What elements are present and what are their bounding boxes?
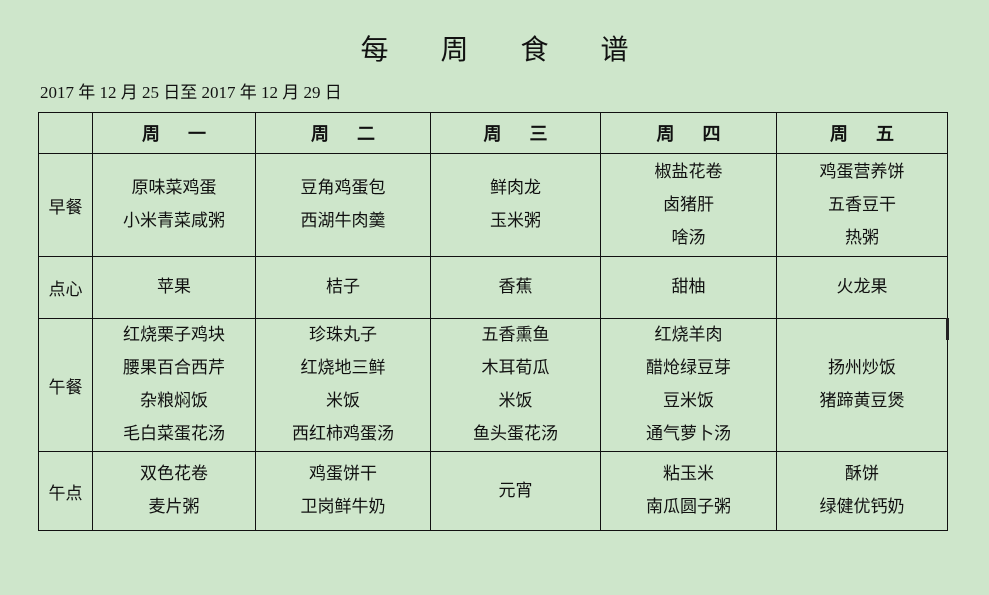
meal-row: 午点 双色花卷 麦片粥 鸡蛋饼干 卫岗鲜牛奶 元宵 粘玉米 南瓜圆子粥 酥饼 绿健优钙奶 bbox=[38, 451, 948, 531]
dish: 五香豆干 bbox=[828, 194, 896, 215]
menu-cell: 鸡蛋营养饼五香豆干热粥 bbox=[776, 153, 948, 257]
meal-row: 午餐 红烧栗子鸡块 腰果百合西芹 杂粮焖饭 毛白菜蛋花汤 珍珠丸子 红烧地三鲜 米饭 西红柿鸡蛋… bbox=[38, 318, 948, 452]
dish: 火龙果 bbox=[836, 277, 888, 297]
day-header-part: 二 bbox=[357, 124, 375, 145]
day-header: 周四 bbox=[600, 112, 777, 154]
day-header-part: 三 bbox=[529, 124, 548, 145]
menu-cell: 椒盐花卷 卤猪肝 啥汤 bbox=[600, 153, 777, 257]
day-header-part: 五 bbox=[876, 124, 894, 145]
title-char: 周 bbox=[440, 33, 469, 66]
title-char: 谱 bbox=[600, 33, 629, 66]
dish: 红烧地三鲜 bbox=[300, 358, 386, 378]
meal-label: 点心 bbox=[38, 256, 93, 319]
day-header: 周一 bbox=[92, 112, 256, 154]
dish: 珍珠丸子 bbox=[309, 325, 377, 345]
meal-row: 早餐 原味菜鸡蛋 小米青菜咸粥 豆角鸡蛋包 西湖牛肉羹 鲜肉龙 玉米粥 椒盐花卷 卤猪肝 啥汤 鸡蛋… bbox=[38, 153, 948, 257]
dish: 五香熏鱼 bbox=[481, 325, 550, 345]
menu-cell: 珍珠丸子红烧地三鲜米饭西红柿鸡蛋汤 bbox=[255, 318, 431, 452]
meal-label: 早餐 bbox=[38, 153, 93, 257]
dish: 猪蹄黄豆煲 bbox=[819, 391, 905, 411]
menu-cell: 豆角鸡蛋包西湖牛肉羹 bbox=[255, 153, 431, 257]
menu-table: 周一周二周三周四周五 早餐 原味菜鸡蛋 小米青菜咸粥 豆角鸡蛋包 西湖牛肉羹 鲜肉龙 玉米粥… bbox=[38, 112, 948, 531]
menu-cell: 酥饼 绿健优钙奶 bbox=[776, 451, 948, 531]
day-header-part: 周 bbox=[142, 124, 160, 145]
header-row: 周一周二周三周四周五 bbox=[38, 112, 948, 154]
menu-cell: 苹果 bbox=[92, 256, 256, 319]
dish: 米饭 bbox=[498, 391, 533, 411]
menu-cell: 双色花卷 麦片粥 bbox=[92, 451, 256, 531]
dish: 杂粮焖饭 bbox=[140, 391, 208, 411]
dish: 鸡蛋饼干 bbox=[309, 464, 377, 484]
dish: 腰果百合西芹 bbox=[123, 358, 225, 378]
page-title: 每周食谱 bbox=[0, 28, 989, 68]
dish: 鸡蛋营养饼 bbox=[819, 161, 905, 182]
dish: 西红柿鸡蛋汤 bbox=[292, 424, 394, 444]
dish: 豆角鸡蛋包 bbox=[300, 178, 386, 198]
corner-cell bbox=[38, 112, 93, 154]
menu-cell: 粘玉米 南瓜圆子粥 bbox=[600, 451, 777, 531]
dish: 热粥 bbox=[845, 227, 879, 248]
dish: 卤猪肝 bbox=[663, 194, 714, 215]
menu-cell: 鲜肉龙 玉米粥 bbox=[430, 153, 601, 257]
dish: 桔子 bbox=[326, 277, 360, 297]
dish: 麦片粥 bbox=[148, 497, 200, 517]
dish: 鲜肉龙 bbox=[490, 178, 541, 198]
dish: 卫岗鲜牛奶 bbox=[300, 497, 386, 517]
meal-row: 点心 苹果 桔子 香蕉 甜柚 火龙果 bbox=[38, 256, 948, 319]
day-header-part: 周 bbox=[830, 124, 848, 145]
menu-cell: 扬州炒饭 猪蹄黄豆煲 bbox=[776, 318, 948, 452]
title-char: 每 bbox=[360, 33, 389, 66]
dish: 醋炝绿豆芽 bbox=[646, 358, 731, 378]
day-header-part: 周 bbox=[311, 124, 329, 145]
dish: 通气萝卜汤 bbox=[646, 424, 731, 444]
menu-cell: 红烧栗子鸡块 腰果百合西芹 杂粮焖饭毛白菜蛋花汤 bbox=[92, 318, 256, 452]
dish: 绿健优钙奶 bbox=[819, 497, 905, 517]
dish: 甜柚 bbox=[671, 277, 706, 297]
day-header-part: 周 bbox=[656, 124, 675, 145]
dish: 酥饼 bbox=[845, 464, 879, 484]
menu-cell: 香蕉 bbox=[430, 256, 601, 319]
meal-label: 午餐 bbox=[38, 318, 93, 452]
dish: 苹果 bbox=[157, 277, 191, 297]
dish: 南瓜圆子粥 bbox=[646, 497, 731, 517]
dish: 红烧羊肉 bbox=[654, 325, 723, 345]
date-range: 2017 年 12 月 25 日至 2017 年 12 月 29 日 bbox=[40, 83, 342, 102]
menu-cell: 原味菜鸡蛋小米青菜咸粥 bbox=[92, 153, 256, 257]
dish: 元宵 bbox=[498, 480, 533, 501]
dish: 香蕉 bbox=[498, 277, 533, 297]
dish: 扬州炒饭 bbox=[828, 358, 896, 378]
day-header-part: 周 bbox=[483, 124, 502, 145]
dish: 豆米饭 bbox=[663, 391, 714, 411]
dish: 玉米粥 bbox=[490, 211, 541, 231]
menu-cell: 红烧羊肉醋炝绿豆芽豆米饭通气萝卜汤 bbox=[600, 318, 777, 452]
dish: 椒盐花卷 bbox=[654, 161, 723, 182]
menu-cell: 甜柚 bbox=[600, 256, 777, 319]
menu-cell: 鸡蛋饼干 卫岗鲜牛奶 bbox=[255, 451, 431, 531]
day-header-part: 四 bbox=[702, 124, 721, 145]
dish: 米饭 bbox=[326, 391, 360, 411]
dish: 粘玉米 bbox=[663, 464, 714, 484]
dish: 原味菜鸡蛋 bbox=[131, 178, 217, 198]
dish: 啥汤 bbox=[671, 227, 706, 248]
title-char: 食 bbox=[520, 33, 549, 66]
menu-cell: 元宵 bbox=[430, 451, 601, 531]
menu-cell: 桔子 bbox=[255, 256, 431, 319]
menu-cell: 五香熏鱼木耳荀瓜米饭鱼头蛋花汤 bbox=[430, 318, 601, 452]
dish: 双色花卷 bbox=[140, 464, 208, 484]
text-cursor bbox=[946, 318, 949, 340]
dish: 木耳荀瓜 bbox=[481, 358, 550, 378]
dish: 鱼头蛋花汤 bbox=[473, 424, 558, 444]
meal-label: 午点 bbox=[38, 451, 93, 531]
day-header: 周二 bbox=[255, 112, 431, 154]
day-header: 周三 bbox=[430, 112, 601, 154]
day-header: 周五 bbox=[776, 112, 948, 154]
menu-cell: 火龙果 bbox=[776, 256, 948, 319]
day-header-part: 一 bbox=[188, 124, 206, 145]
dish: 西湖牛肉羹 bbox=[300, 211, 386, 231]
dish: 红烧栗子鸡块 bbox=[123, 325, 225, 345]
dish: 小米青菜咸粥 bbox=[123, 211, 225, 231]
dish: 毛白菜蛋花汤 bbox=[123, 424, 225, 444]
